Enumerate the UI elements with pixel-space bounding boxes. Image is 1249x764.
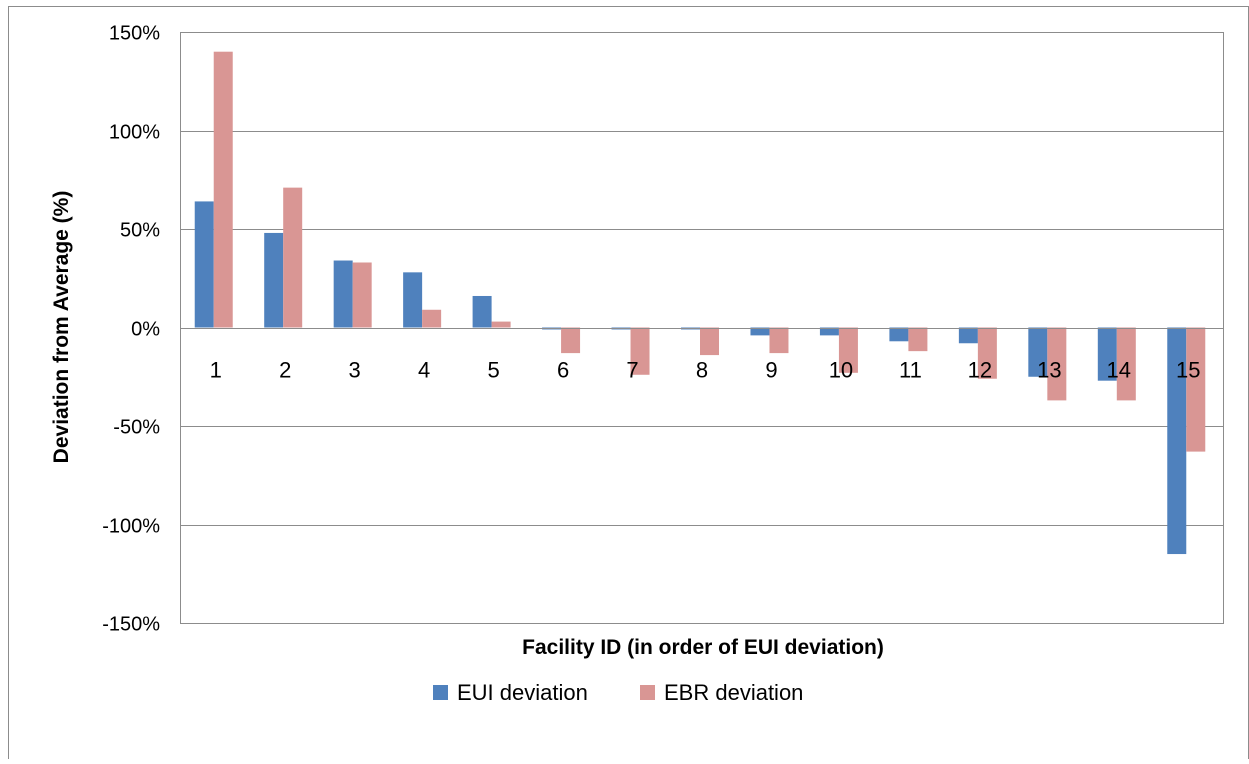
- x-category-label: 8: [696, 358, 708, 383]
- x-category-label: 1: [210, 358, 222, 383]
- y-tick-label: -150%: [102, 614, 160, 636]
- ebr-bar: [283, 187, 303, 328]
- ebr-bar: [561, 327, 581, 354]
- y-tick-label: 0%: [131, 319, 160, 341]
- eui-bar: [819, 327, 839, 336]
- ebr-bar: [630, 327, 650, 375]
- eui-bar: [750, 327, 770, 336]
- x-category-labels: 1 2 3 4 5 6 7 8 9 10 11 12 13 14 15: [210, 358, 1201, 383]
- y-axis-title: Deviation from Average (%): [50, 191, 73, 464]
- y-tick-label: -100%: [102, 516, 160, 538]
- x-category-label: 13: [1037, 358, 1061, 383]
- plot-area-frame: [180, 32, 1224, 624]
- ebr-bar: [352, 262, 372, 328]
- legend-swatch: [640, 685, 655, 700]
- legend-label: EBR deviation: [664, 680, 803, 705]
- x-category-label: 15: [1176, 358, 1200, 383]
- eui-bar: [472, 295, 492, 328]
- y-tick-label: -50%: [113, 417, 160, 439]
- eui-bar: [1028, 327, 1048, 377]
- ebr-bar: [1047, 327, 1067, 401]
- x-category-label: 6: [557, 358, 569, 383]
- ebr-bar: [213, 51, 233, 328]
- ebr-bar: [1186, 327, 1206, 452]
- eui-bar: [958, 327, 978, 344]
- ebr-bar: [422, 309, 442, 328]
- y-tick-label: 100%: [109, 122, 160, 144]
- ebr-bar: [491, 321, 511, 328]
- ebr-bar: [838, 327, 858, 373]
- eui-bar: [194, 201, 214, 328]
- y-tick-label: 150%: [109, 23, 160, 45]
- ebr-bar: [1116, 327, 1136, 401]
- x-category-label: 11: [899, 358, 922, 383]
- y-tick-labels: 150% 100% 50% 0% -50% -100% -150%: [102, 23, 160, 636]
- x-category-label: 7: [626, 358, 638, 383]
- x-category-label: 9: [765, 358, 777, 383]
- eui-bar: [264, 232, 284, 328]
- x-category-label: 5: [487, 358, 499, 383]
- ebr-bar: [769, 327, 789, 354]
- eui-bar: [889, 327, 909, 342]
- x-category-label: 4: [418, 358, 430, 383]
- x-category-label: 3: [349, 358, 361, 383]
- x-axis-title: Facility ID (in order of EUI deviation): [522, 636, 884, 659]
- x-category-label: 14: [1107, 358, 1131, 383]
- eui-bar: [403, 272, 423, 328]
- x-category-label: 12: [968, 358, 992, 383]
- x-category-label: 2: [279, 358, 291, 383]
- y-tick-label: 50%: [120, 220, 160, 242]
- legend: EUI deviation EBR deviation: [433, 680, 803, 705]
- legend-label: EUI deviation: [457, 680, 588, 705]
- bars: [194, 51, 1206, 555]
- x-category-label: 10: [829, 358, 853, 383]
- ebr-bar: [908, 327, 928, 352]
- eui-bar: [333, 260, 353, 328]
- eui-bar: [1167, 327, 1187, 555]
- ebr-bar: [700, 327, 719, 356]
- ebr-bar: [977, 327, 997, 379]
- eui-bar: [1097, 327, 1117, 381]
- legend-swatch: [433, 685, 448, 700]
